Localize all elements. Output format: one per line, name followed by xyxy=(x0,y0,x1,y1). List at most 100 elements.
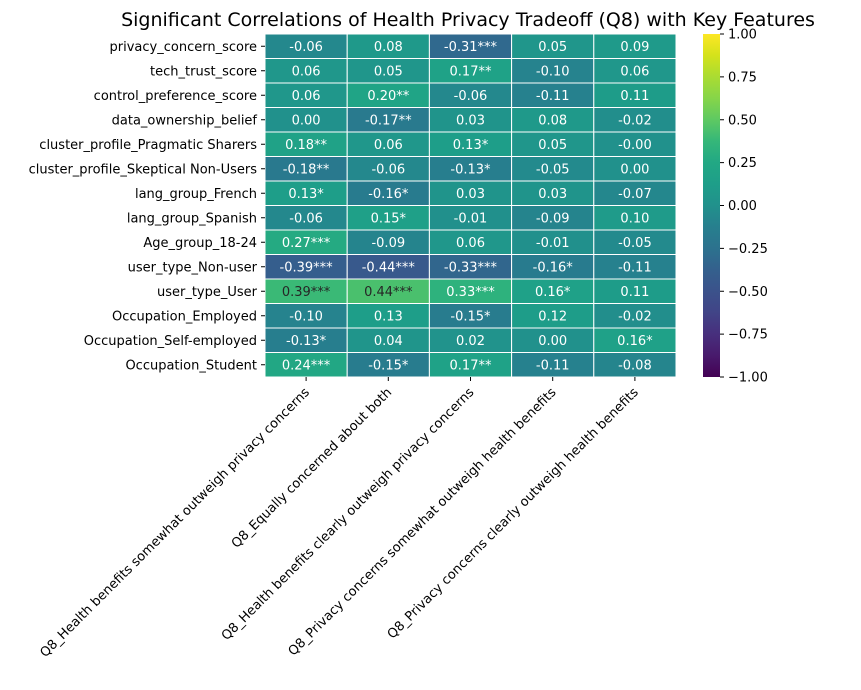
column-label: Q8_Privacy concerns somewhat outweigh he… xyxy=(286,385,560,659)
cell-annotation: -0.06 xyxy=(289,211,323,226)
heatmap-cell xyxy=(264,303,348,329)
colorbar: 1.00 0.75 0.50 0.25 0.00 −0.25 −0.50 −0.75 −1.00 xyxy=(703,28,768,386)
heatmap-cell xyxy=(346,156,430,182)
cell-annotation: -0.18** xyxy=(283,162,330,177)
cell-annotation: 0.12 xyxy=(538,309,567,324)
row-label: cluster_profile_Skeptical Non-Users xyxy=(29,162,258,177)
colorbar-tick-label: 0.50 xyxy=(728,113,757,128)
heatmap-cell xyxy=(264,278,348,304)
cell-annotation: -0.06 xyxy=(371,162,405,177)
heatmap-cell xyxy=(346,229,430,255)
heatmap-cell xyxy=(593,156,677,182)
colorbar-tick-label: −0.75 xyxy=(728,328,768,343)
heatmap-cell xyxy=(511,303,595,329)
cell-annotation: 0.20** xyxy=(367,89,409,104)
colorbar-tick-label: −1.00 xyxy=(728,371,768,386)
cell-annotation: -0.01 xyxy=(536,236,570,251)
heatmap-cell xyxy=(428,278,513,304)
cell-annotation: 0.16* xyxy=(617,334,653,349)
cell-annotation: 0.13* xyxy=(288,187,324,202)
cell-annotation: 0.03 xyxy=(538,187,567,202)
row-label: tech_trust_score xyxy=(150,64,257,79)
column-label: Q8_Health benefits somewhat outweigh pri… xyxy=(37,385,313,661)
cell-annotation: 0.16* xyxy=(535,285,571,300)
heatmap-cell xyxy=(593,327,677,353)
cell-annotation: -0.15* xyxy=(368,358,409,373)
cell-annotation: 0.05 xyxy=(374,64,403,79)
heatmap-cell xyxy=(428,58,513,84)
cell-annotation: -0.05 xyxy=(536,162,570,177)
cell-annotation: -0.16* xyxy=(368,187,409,202)
heatmap-cell xyxy=(346,131,430,157)
cell-annotation: -0.05 xyxy=(618,236,652,251)
heatmap-cell xyxy=(593,107,677,133)
cell-annotation: -0.02 xyxy=(618,309,652,324)
heatmap-cell xyxy=(593,229,677,255)
cell-annotation: -0.10 xyxy=(289,309,323,324)
cell-annotation: -0.31*** xyxy=(444,40,498,55)
column-label: Q8_Equally concerned about both xyxy=(229,385,395,551)
cell-annotation: 0.13* xyxy=(453,138,489,153)
heatmap-cell xyxy=(511,156,595,182)
heatmap-cell xyxy=(593,254,677,280)
cell-annotation: -0.07 xyxy=(618,187,652,202)
heatmap-cell xyxy=(264,205,348,231)
cell-annotation: -0.39*** xyxy=(280,260,334,275)
cell-annotation: 0.03 xyxy=(456,113,485,128)
colorbar-tick-label: 0.25 xyxy=(728,156,757,171)
cell-annotation: -0.15* xyxy=(450,309,491,324)
heatmap-cell xyxy=(346,82,430,108)
heatmap-cell xyxy=(346,33,430,59)
heatmap-cell xyxy=(264,180,348,206)
row-label: control_preference_score xyxy=(94,89,257,104)
colorbar-tick-label: −0.25 xyxy=(728,242,768,257)
cell-annotation: 0.17** xyxy=(450,64,492,79)
colorbar-tick-label: 0.75 xyxy=(728,70,757,85)
row-label: lang_group_Spanish xyxy=(127,211,257,226)
cell-annotation: 0.03 xyxy=(456,187,485,202)
row-label: Occupation_Employed xyxy=(112,309,257,324)
cell-annotation: -0.09 xyxy=(371,236,405,251)
heatmap-cell xyxy=(428,254,513,280)
heatmap-cell xyxy=(511,82,595,108)
cell-annotation: 0.13 xyxy=(374,309,403,324)
heatmap-cell xyxy=(593,205,677,231)
heatmap-cell xyxy=(428,352,513,378)
row-label: privacy_concern_score xyxy=(110,40,257,55)
heatmap-cell xyxy=(511,254,595,280)
cell-annotation: 0.18** xyxy=(285,138,327,153)
colorbar-tick-label: 1.00 xyxy=(728,28,757,43)
cell-annotation: 0.06 xyxy=(374,138,403,153)
row-label: lang_group_French xyxy=(135,187,257,202)
cell-annotation: -0.11 xyxy=(618,260,652,275)
cell-annotation: -0.11 xyxy=(536,358,570,373)
heatmap-cell xyxy=(511,352,595,378)
cell-annotation: 0.06 xyxy=(292,64,321,79)
cell-annotation: 0.10 xyxy=(620,211,649,226)
cell-annotation: 0.33*** xyxy=(446,285,495,300)
row-label: Occupation_Student xyxy=(125,358,257,373)
cell-annotation: -0.33*** xyxy=(444,260,498,275)
cell-annotation: 0.11 xyxy=(620,285,649,300)
heatmap-cell xyxy=(593,278,677,304)
cell-annotation: -0.44*** xyxy=(362,260,416,275)
heatmap-cell xyxy=(264,131,348,157)
cell-annotation: 0.08 xyxy=(374,40,403,55)
row-label: cluster_profile_Pragmatic Sharers xyxy=(39,138,257,153)
heatmap-cells: -0.06 0.08 -0.31*** 0.05 0.09 0.06 0.05 0.17** -… xyxy=(264,33,677,378)
heatmap-cell xyxy=(346,254,430,280)
heatmap-cell xyxy=(346,352,430,378)
cell-annotation: -0.16* xyxy=(533,260,574,275)
colorbar-gradient xyxy=(703,34,720,377)
cell-annotation: -0.17** xyxy=(365,113,412,128)
cell-annotation: 0.44*** xyxy=(364,285,413,300)
cell-annotation: 0.17** xyxy=(450,358,492,373)
cell-annotation: -0.13* xyxy=(286,334,327,349)
cell-annotation: 0.04 xyxy=(374,334,403,349)
cell-annotation: 0.00 xyxy=(292,113,321,128)
cell-annotation: 0.06 xyxy=(620,64,649,79)
heatmap-cell xyxy=(593,352,677,378)
cell-annotation: -0.00 xyxy=(618,138,652,153)
